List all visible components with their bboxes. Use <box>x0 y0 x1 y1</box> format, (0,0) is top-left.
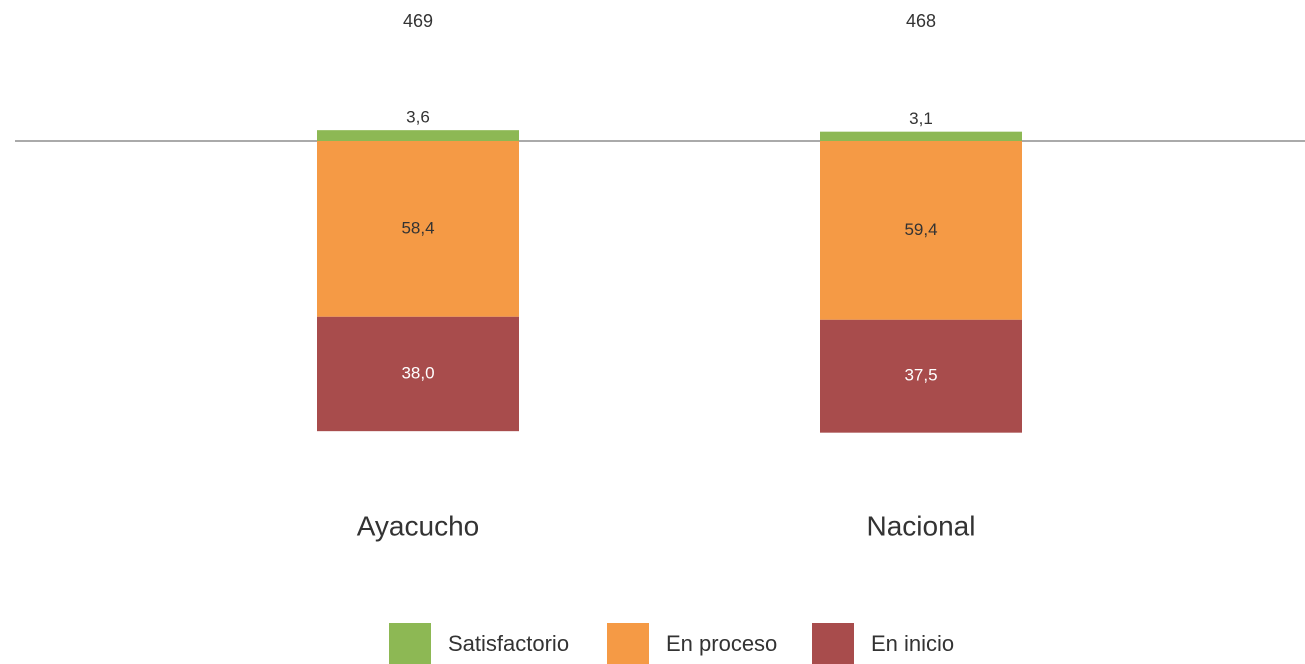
bar-segment <box>317 141 519 317</box>
value-label: 37,5 <box>904 366 937 385</box>
category-label: Ayacucho <box>357 510 479 541</box>
total-label: 468 <box>906 11 936 31</box>
value-label: 3,6 <box>406 108 430 127</box>
bar-segment <box>820 319 1022 433</box>
legend-label: En proceso <box>666 631 777 656</box>
legend-swatch <box>812 623 854 664</box>
value-label: 58,4 <box>401 218 434 237</box>
value-label: 3,1 <box>909 109 933 128</box>
bar-segment <box>317 316 519 432</box>
value-label: 59,4 <box>904 220 937 239</box>
bar-segment <box>820 131 1022 141</box>
legend-label: Satisfactorio <box>448 631 569 656</box>
legend-label: En inicio <box>871 631 954 656</box>
total-label: 469 <box>403 11 433 31</box>
legend-swatch <box>389 623 431 664</box>
bar-segment <box>820 141 1022 320</box>
bar-segment <box>317 130 519 141</box>
value-label: 38,0 <box>401 363 434 382</box>
category-label: Nacional <box>867 510 976 541</box>
legend-swatch <box>607 623 649 664</box>
